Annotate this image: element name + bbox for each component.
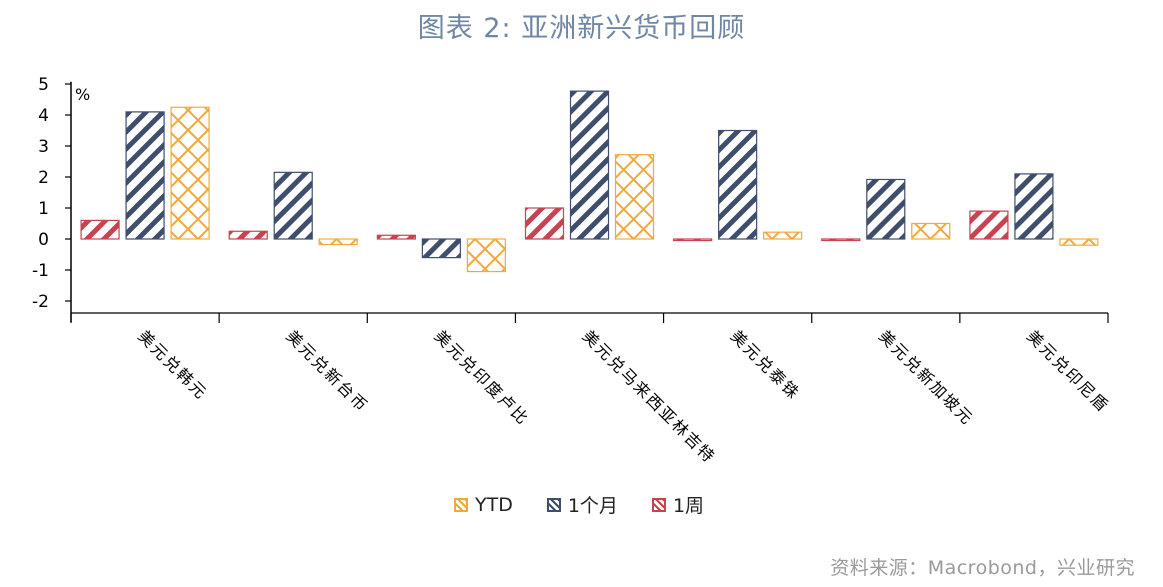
legend-item-1m: 1个月 [546, 491, 618, 518]
chart-plot: 5 4 3 2 1 0 -1 -2% 美元兑韩元 美元兑新台币 美元兑印度卢比 美元兑马来西亚林吉特… [32, 75, 1113, 467]
x-tick-label: 美元兑马来西亚林吉特 [579, 326, 720, 467]
y-tick-label: 0 [38, 230, 49, 250]
legend-item-ytd: YTD [454, 494, 513, 516]
bar [421, 238, 461, 259]
bar [80, 219, 120, 240]
x-tick-label: 美元兑新加坡元 [875, 326, 978, 429]
y-tick-label: 2 [38, 168, 49, 188]
y-tick-label: 1 [38, 199, 49, 219]
y-tick-label: 5 [38, 75, 49, 95]
bar [614, 154, 655, 240]
bar [1014, 173, 1054, 240]
bar [466, 238, 506, 273]
bar [821, 238, 861, 242]
bar [673, 238, 713, 242]
legend-label-ytd: YTD [475, 493, 513, 516]
x-tick-label: 美元兑泰铢 [727, 326, 804, 403]
bar [1059, 238, 1099, 246]
bar [569, 90, 610, 240]
bar [273, 171, 313, 240]
bar [170, 106, 210, 240]
bar [911, 222, 951, 240]
bar [318, 238, 358, 246]
y-tick-label: -1 [32, 261, 49, 281]
bar [376, 234, 416, 240]
bar [228, 230, 268, 240]
legend-item-1w: 1周 [651, 491, 705, 518]
chart-legend: YTD 1个月 1周 [454, 491, 704, 518]
x-tick-label: 美元兑新台币 [282, 326, 372, 416]
y-unit-label: % [75, 85, 90, 104]
x-tick-label: 美元兑印度卢比 [431, 326, 534, 429]
y-tick-label: 3 [38, 137, 49, 157]
y-tick-label: -2 [32, 292, 49, 312]
bar [125, 111, 165, 240]
bar [718, 129, 758, 240]
y-tick-label: 4 [38, 106, 49, 126]
legend-label-1w: 1周 [672, 495, 705, 517]
bar [969, 210, 1009, 240]
x-tick-label: 美元兑韩元 [134, 326, 211, 403]
legend-swatch-ytd [454, 497, 468, 512]
legend-label-1m: 1个月 [567, 495, 618, 517]
x-tick-label: 美元兑印尼盾 [1023, 326, 1113, 416]
bar [763, 231, 803, 240]
legend-swatch-1m [546, 497, 561, 512]
source-note: 资料来源：Macrobond，兴业研究 [830, 557, 1135, 579]
bar [524, 207, 565, 240]
bar [866, 178, 906, 240]
legend-swatch-1w [651, 497, 666, 512]
chart-title: 图表 2: 亚洲新兴货币回顾 [417, 13, 746, 44]
